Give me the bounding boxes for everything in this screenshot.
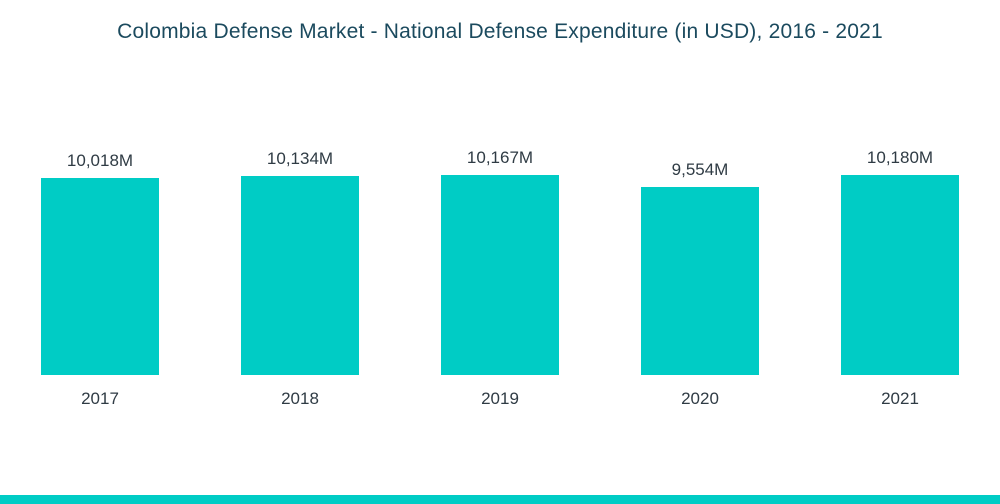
bar-value-label: 10,180M	[866, 148, 934, 167]
bar-2019	[441, 175, 559, 375]
bar-stack: 10,167M	[440, 140, 560, 375]
bar-stack: 10,180M	[840, 140, 960, 375]
bar-column: 10,018M 2017	[40, 140, 160, 409]
bar-year-label: 2017	[81, 389, 119, 408]
bar-2018	[241, 176, 359, 375]
bar-column: 10,180M 2021	[840, 140, 960, 409]
bar-value-label: 10,167M	[466, 148, 534, 167]
bar-2017	[41, 178, 159, 375]
footer-accent-stripe	[0, 495, 1000, 504]
bar-value-label: 9,554M	[671, 160, 729, 179]
bar-column: 9,554M 2020	[640, 140, 760, 409]
bar-column: 10,134M 2018	[240, 140, 360, 409]
bar-year-label: 2018	[281, 389, 319, 408]
bar-chart: 10,018M 2017 10,134M 2018 10,167M 2019 9,554M 2…	[0, 140, 1000, 409]
bar-2021	[841, 175, 959, 375]
bar-column: 10,167M 2019	[440, 140, 560, 409]
bar-value-label: 10,018M	[66, 151, 134, 170]
bar-year-label: 2020	[681, 389, 719, 408]
bar-value-label: 10,134M	[266, 149, 334, 168]
chart-title: Colombia Defense Market - National Defen…	[117, 20, 883, 43]
bar-stack: 10,134M	[240, 140, 360, 375]
bar-year-label: 2021	[881, 389, 919, 408]
bar-stack: 10,018M	[40, 140, 160, 375]
bar-stack: 9,554M	[640, 140, 760, 375]
bar-2020	[641, 187, 759, 375]
bar-year-label: 2019	[481, 389, 519, 408]
